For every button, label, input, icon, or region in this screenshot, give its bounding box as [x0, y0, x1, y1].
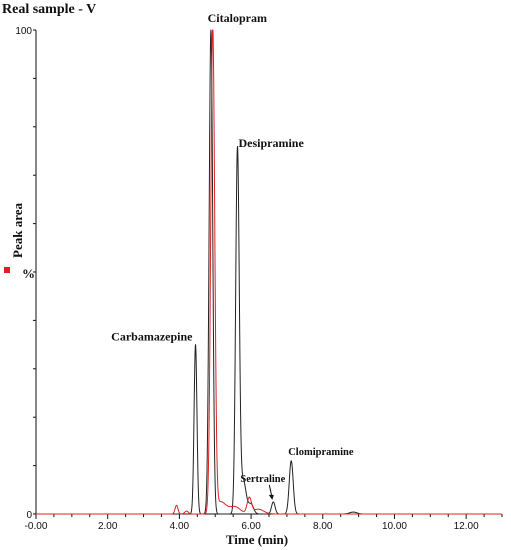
y-tick-label: 100 — [15, 26, 32, 37]
annotations: Citalopram Desipramine Carbamazepine Sertra… — [111, 11, 354, 500]
chart-title: Real sample - V — [2, 2, 96, 17]
x-tick-label: 6.00 — [241, 521, 261, 532]
annotation-desipramine: Desipramine — [238, 136, 304, 150]
series-group — [35, 29, 503, 515]
y-axis-label: % — [22, 266, 35, 281]
x-axis-label: Time (min) — [226, 532, 288, 547]
series-line-1 — [35, 29, 503, 515]
x-tick-label: 2.00 — [98, 521, 118, 532]
x-tick-label: 4.00 — [170, 521, 190, 532]
y-tick-label: 0 — [26, 510, 32, 521]
x-tick-label: -0.00 — [25, 521, 48, 532]
axes: -0.00 2.00 4.00 6.00 8.00 10.00 12.00 0 100 — [15, 26, 503, 532]
legend-marker-peak-area — [4, 267, 10, 273]
x-tick-label: 12.00 — [454, 521, 479, 532]
annotation-sertraline: Sertraline — [240, 474, 285, 485]
annotation-citalopram: Citalopram — [208, 11, 267, 25]
annotation-clomipramine: Clomipramine — [288, 447, 354, 458]
legend: Peak area — [4, 203, 25, 273]
series-line-2 — [35, 29, 503, 515]
annotation-carbamazepine: Carbamazepine — [111, 330, 193, 344]
x-tick-label: 10.00 — [382, 521, 407, 532]
annotation-arrowhead-sertraline — [268, 494, 274, 500]
legend-label-peak-area: Peak area — [10, 203, 25, 258]
x-tick-label: 8.00 — [313, 521, 333, 532]
